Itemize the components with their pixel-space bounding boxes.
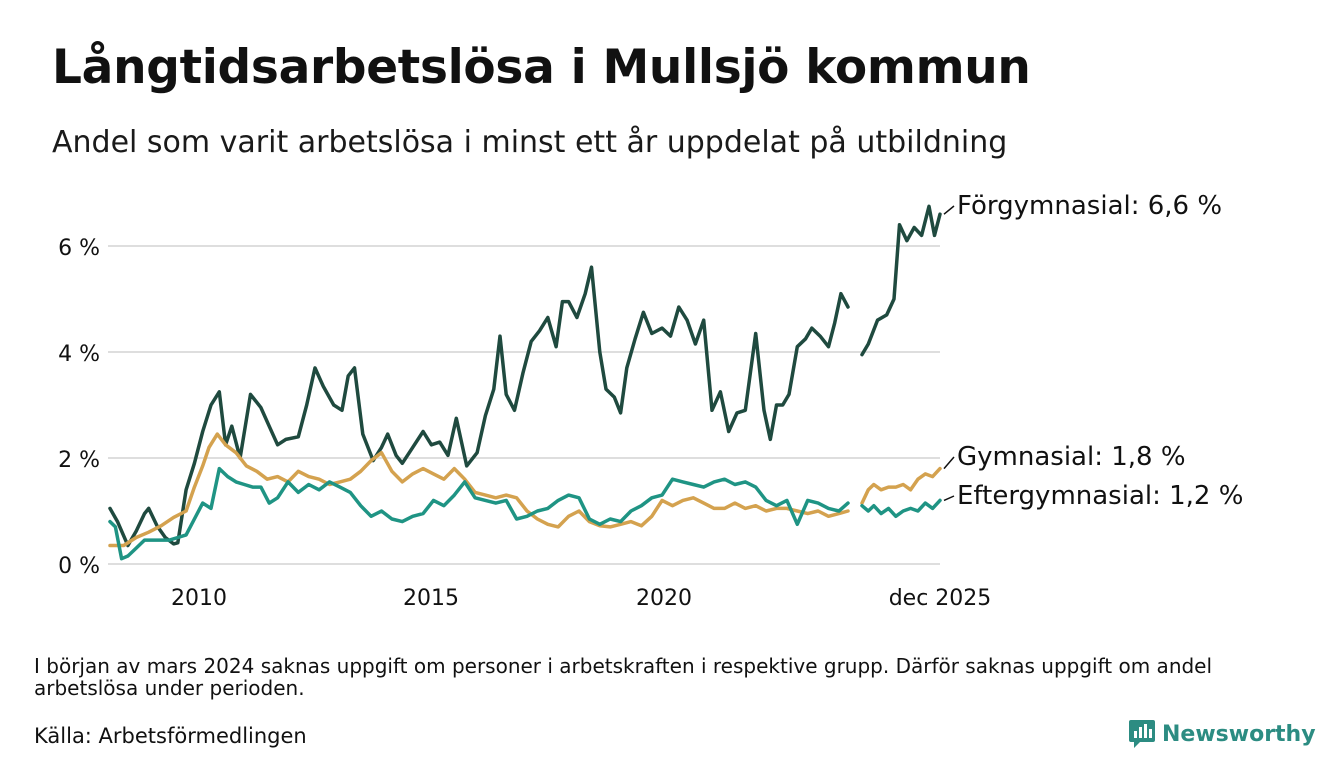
x-tick-label: 2010 bbox=[171, 586, 227, 611]
newsworthy-logo: Newsworthy bbox=[1128, 716, 1316, 752]
end-label-gymnasial: Gymnasial: 1,8 % bbox=[957, 442, 1186, 472]
footnote: I början av mars 2024 saknas uppgift om … bbox=[34, 654, 1213, 700]
y-tick-label: 4 % bbox=[58, 342, 100, 367]
end-label-eftergymnasial: Eftergymnasial: 1,2 % bbox=[957, 481, 1243, 511]
series-line-eftergymnasial-segment-2 bbox=[860, 498, 942, 519]
y-tick-label: 2 % bbox=[58, 448, 100, 473]
y-tick-label: 0 % bbox=[58, 554, 100, 579]
x-tick-label: 2015 bbox=[403, 586, 459, 611]
chart-subtitle: Andel som varit arbetslösa i minst ett å… bbox=[52, 125, 1008, 160]
end-label-förgymnasial: Förgymnasial: 6,6 % bbox=[957, 191, 1222, 221]
x-tick-label: dec 2025 bbox=[889, 586, 992, 611]
series-line-eftergymnasial-segment-1 bbox=[108, 466, 850, 561]
gridlines bbox=[108, 245, 940, 565]
source-credit: Källa: Arbetsförmedlingen bbox=[34, 724, 307, 748]
newsworthy-logo-icon bbox=[1129, 720, 1155, 748]
chart-title: Långtidsarbetslösa i Mullsjö kommun bbox=[52, 40, 1031, 95]
series-lines bbox=[108, 204, 942, 561]
series-line-förgymnasial-segment-2 bbox=[860, 204, 942, 357]
series-line-gymnasial-segment-2 bbox=[860, 466, 942, 505]
y-tick-label: 6 % bbox=[58, 236, 100, 261]
newsworthy-logo-text: Newsworthy bbox=[1162, 721, 1316, 747]
series-line-gymnasial-segment-1 bbox=[108, 432, 850, 548]
series-line-förgymnasial-segment-1 bbox=[108, 265, 850, 548]
series-end-labels: Förgymnasial: 6,6 % Gymnasial: 1,8 % Efter… bbox=[943, 191, 1243, 511]
end-label-leader bbox=[943, 205, 955, 215]
y-axis-tick-labels: 0 % 2 % 4 % 6 % bbox=[58, 236, 100, 579]
end-label-leader bbox=[943, 495, 955, 502]
line-chart: 0 % 2 % 4 % 6 % 2010 2015 2020 dec 2025 Förgym… bbox=[58, 191, 1243, 611]
x-axis-tick-labels: 2010 2015 2020 dec 2025 bbox=[171, 586, 991, 611]
end-label-leader bbox=[943, 456, 955, 470]
x-tick-label: 2020 bbox=[636, 586, 692, 611]
